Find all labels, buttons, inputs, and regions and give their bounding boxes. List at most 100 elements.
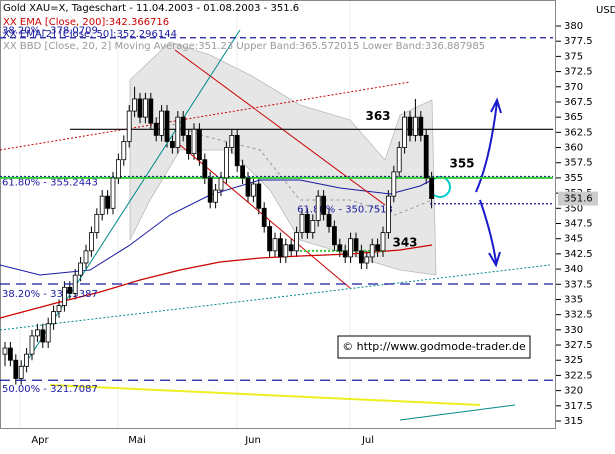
candle-body — [202, 159, 208, 179]
candle-body — [418, 116, 424, 136]
candle-body — [385, 195, 391, 234]
price-tag: 351.6 — [564, 194, 593, 205]
candle-body — [78, 262, 83, 276]
candle-body — [18, 365, 24, 379]
arrows — [475, 97, 502, 268]
y-tick-label: 320 — [564, 386, 583, 397]
candle-body — [137, 98, 143, 118]
y-tick-label: 347.5 — [564, 219, 593, 230]
candle-body — [396, 147, 402, 173]
y-tick-label: 345 — [564, 234, 583, 245]
candle-body — [229, 134, 235, 148]
indicator-label: XX EMA[2] [Close, 50]:352.296144 — [3, 29, 177, 40]
y-tick-label: 315 — [564, 416, 583, 427]
candle-body — [40, 329, 46, 343]
copyright-box — [337, 335, 531, 359]
candle-body — [337, 244, 343, 252]
candle-body — [186, 134, 192, 155]
y-tick-label: 372.5 — [564, 67, 593, 78]
candle-body — [299, 213, 305, 234]
candle-body — [213, 189, 219, 203]
candle-body — [191, 128, 197, 155]
candle-body — [304, 213, 310, 234]
candle-body — [391, 171, 397, 197]
candle-body — [234, 134, 240, 167]
unit: USD — [596, 5, 615, 16]
candle-body — [89, 232, 94, 252]
trendline — [0, 264, 551, 331]
trendline — [0, 81, 411, 151]
trendline — [399, 404, 516, 421]
level-label: 61.80% - 355.2443 — [2, 177, 98, 188]
candle-body — [164, 110, 170, 142]
y-tick-label: 355 — [564, 173, 583, 184]
candle-body — [13, 359, 19, 379]
y-tick-label: 332.5 — [564, 310, 593, 321]
candle-body — [407, 116, 413, 136]
candle-body — [288, 244, 294, 252]
candle-body — [348, 238, 354, 258]
y-tick-label: 377.5 — [564, 36, 593, 47]
y-tick-label: 367.5 — [564, 97, 593, 108]
level-label: 355 — [449, 156, 474, 170]
candle-body — [223, 147, 229, 179]
y-tick-label: 375 — [564, 51, 583, 62]
candle-body — [310, 220, 316, 234]
y-tick-label: 357.5 — [564, 158, 593, 169]
axis-panel — [556, 0, 615, 450]
candle-body — [142, 98, 148, 118]
candle-body — [105, 195, 110, 209]
candle-body — [331, 226, 337, 246]
candle-body — [62, 286, 67, 306]
candle-body — [369, 244, 375, 258]
indicator-label: XX EMA [Close, 200]:342.366716 — [3, 17, 169, 28]
y-tick-label: 335 — [564, 294, 583, 305]
y-tick-label: 370 — [564, 82, 583, 93]
chart-title: Gold XAU=X, Tageschart - 11.04.2003 - 01… — [3, 3, 299, 14]
candle-body — [240, 165, 246, 179]
candle-body — [45, 323, 51, 343]
candle-body — [29, 335, 35, 355]
candle-body — [175, 116, 181, 148]
plot-frame — [0, 0, 556, 429]
y-tick-label: 342.5 — [564, 249, 593, 260]
indicator-label: XX BBD [Close, 20, 2] Moving Average:351… — [3, 41, 485, 52]
level-label: 50.00% - 321.7087 — [2, 384, 98, 395]
level-label: 38.20% - 337.5387 — [2, 289, 98, 300]
candle-body — [207, 177, 213, 203]
candle-body — [342, 250, 348, 258]
y-tick-label: 350 — [564, 203, 583, 214]
candle-body — [159, 110, 165, 136]
y-tick-label: 380 — [564, 21, 583, 32]
candle-body — [72, 274, 78, 294]
candle-body — [315, 195, 321, 221]
bollinger-mid — [149, 114, 433, 216]
candle-body — [277, 238, 283, 258]
candle-body — [153, 122, 159, 136]
candle-body — [116, 159, 121, 179]
candle-body — [35, 329, 40, 337]
candle-body — [67, 286, 73, 294]
y-tick-label: 325 — [564, 355, 583, 366]
candle-body — [56, 305, 62, 313]
candle-body — [218, 177, 224, 191]
candle-body — [7, 347, 13, 361]
candle-body — [402, 116, 408, 148]
level-label: 363 — [365, 109, 390, 123]
y-tick-label: 365 — [564, 112, 583, 123]
candle-body — [283, 244, 289, 258]
candle-body — [380, 232, 386, 252]
candle-body — [272, 238, 278, 252]
level-label: 343 — [392, 235, 417, 249]
candle-body — [180, 116, 186, 136]
candle-body — [321, 195, 327, 215]
y-tick-label: 327.5 — [564, 340, 593, 351]
candle-body — [121, 141, 127, 161]
candle-body — [326, 213, 332, 227]
candle-body — [110, 177, 116, 209]
candle-body — [267, 226, 273, 252]
level-label: 61.80% - 350.7513 — [297, 205, 393, 216]
y-tick-label: 317.5 — [564, 401, 593, 412]
copyright: © http://www.godmode-trader.de — [342, 340, 526, 353]
